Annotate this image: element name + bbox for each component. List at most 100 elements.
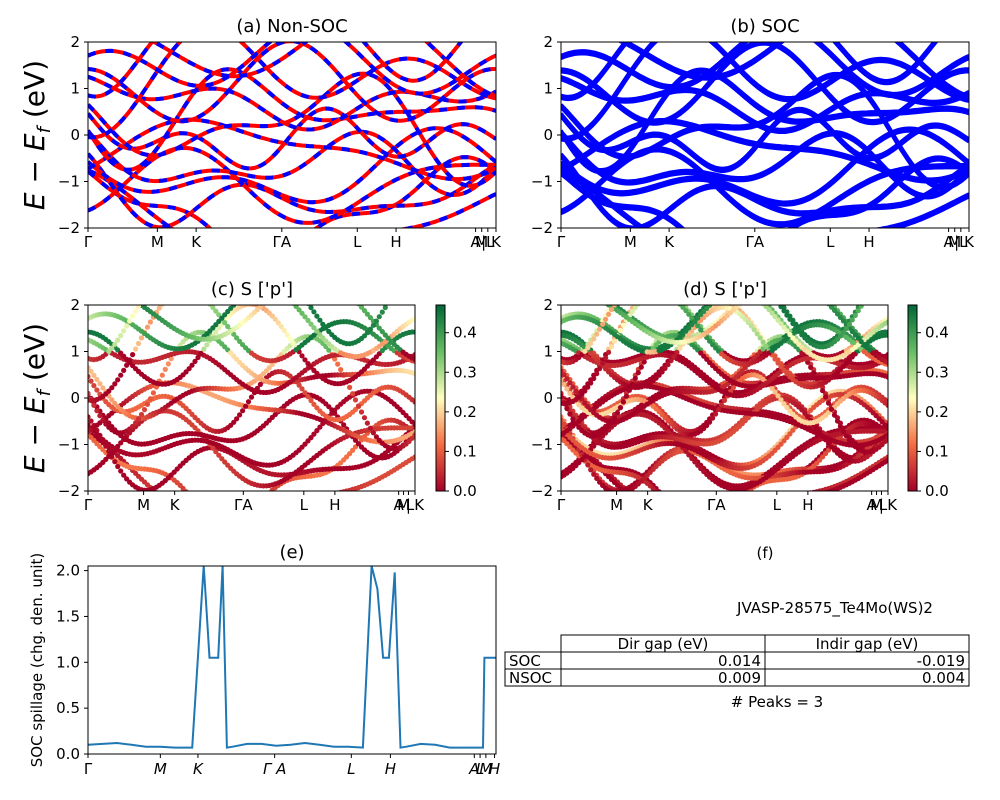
band-point (159, 372, 165, 378)
panel-c-title: (c) S ['p'] (211, 279, 293, 300)
band-point (657, 287, 662, 292)
band-point (817, 289, 822, 294)
band-point (135, 305, 142, 309)
band-point (181, 287, 186, 292)
band-point (389, 296, 394, 301)
band-point (189, 288, 194, 293)
band-point (668, 291, 673, 296)
band-line (88, 117, 496, 182)
band-point (138, 335, 145, 341)
band-point (216, 325, 222, 331)
band-line (561, 126, 969, 204)
band-point (189, 509, 194, 514)
band-point (692, 522, 697, 527)
band-point (752, 497, 757, 502)
band-point (805, 280, 810, 285)
band-point (728, 502, 733, 507)
band-point (195, 511, 200, 516)
band-point (216, 521, 221, 526)
band-point (744, 490, 747, 491)
band-point (213, 449, 219, 455)
colorbar-tick-label: 0.1 (453, 442, 477, 460)
band-line (88, 71, 496, 188)
band-point (657, 511, 662, 516)
k-point-label: M (397, 496, 410, 514)
k-point-label: H (863, 233, 874, 251)
band-point (264, 493, 269, 498)
band-point (154, 281, 159, 286)
band-point (734, 499, 739, 504)
band-point (106, 290, 111, 295)
band-point (671, 506, 676, 511)
band-point (172, 273, 177, 278)
band-point (204, 511, 209, 516)
panel-a-nonsoc-bands: (a) Non-SOC 210−1−2Γ M K ΓA L H AM|LK (58, 16, 502, 251)
band-point (91, 402, 97, 408)
k-point-label: M (137, 496, 150, 514)
band-point (660, 512, 665, 517)
band-point (198, 293, 203, 298)
band-point (665, 510, 670, 515)
band-point (201, 296, 206, 301)
band-point (225, 523, 230, 528)
band-point (103, 290, 108, 295)
band-point (617, 405, 624, 411)
k-point-label: K (964, 233, 975, 251)
y-tick-label: −1 (58, 173, 80, 191)
band-point (189, 362, 195, 368)
band-point (115, 377, 121, 383)
band-point (630, 278, 635, 283)
band-point (758, 496, 763, 501)
band-point (412, 399, 415, 405)
band-point (130, 297, 135, 302)
band-point (163, 275, 168, 280)
band-point (737, 496, 742, 501)
band-point (837, 423, 844, 429)
band-point (284, 332, 290, 338)
band-point (290, 340, 296, 346)
band-point (746, 498, 751, 503)
y-tick-label: −1 (58, 436, 80, 454)
band-point (162, 366, 168, 372)
band-line (561, 74, 969, 191)
band-line (561, 120, 969, 184)
y-tick-label: 2 (543, 33, 553, 51)
band-point (686, 514, 691, 519)
band-point (692, 510, 697, 515)
k-point-label: H (390, 233, 401, 251)
band-point (588, 291, 593, 296)
band-point (817, 492, 822, 497)
band-point (305, 394, 311, 400)
band-point (731, 505, 736, 510)
band-point (94, 387, 100, 393)
band-point (299, 293, 304, 298)
band-point (728, 505, 733, 510)
band-point (412, 371, 415, 377)
band-point (636, 275, 641, 280)
band-point (118, 468, 124, 474)
band-point (731, 502, 736, 507)
band-line (88, 152, 496, 228)
band-point (689, 521, 694, 526)
band-point (677, 345, 683, 351)
band-point (165, 361, 171, 367)
band-point (398, 283, 403, 288)
band-point (234, 335, 240, 341)
band-point (561, 293, 566, 298)
band-point (737, 500, 742, 505)
band-point (210, 511, 215, 516)
band-point (755, 496, 760, 501)
band-point (201, 509, 206, 514)
band-point (743, 273, 748, 278)
band-point (88, 414, 91, 420)
band-point (115, 463, 121, 470)
band-point (752, 500, 757, 505)
band-point (187, 509, 192, 514)
band-point (686, 519, 691, 524)
band-point (668, 514, 673, 519)
band-point (639, 295, 644, 300)
band-point (636, 298, 641, 303)
band-point (91, 292, 96, 297)
band-point (662, 499, 667, 504)
band-line (561, 42, 939, 102)
